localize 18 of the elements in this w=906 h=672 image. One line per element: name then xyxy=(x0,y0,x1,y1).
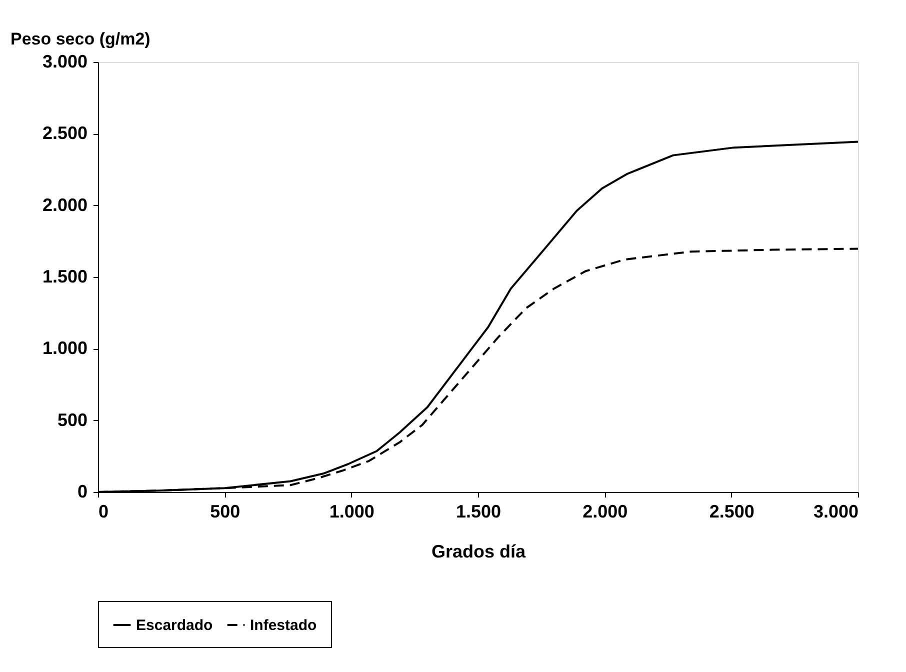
legend-label: Escardado xyxy=(136,617,213,634)
x-tick-label: 1.000 xyxy=(329,502,374,522)
x-tick-label: 500 xyxy=(210,502,240,522)
y-tick-label: 2.500 xyxy=(42,123,88,144)
y-tick-label: 2.000 xyxy=(42,194,88,215)
y-tick-label: 500 xyxy=(57,410,88,430)
x-tick-label: 2.000 xyxy=(582,502,628,522)
y-axis-title: Peso seco (g/m2) xyxy=(10,30,150,48)
y-tick-label: 1.000 xyxy=(42,338,88,358)
x-tick-label: 0 xyxy=(98,502,109,522)
x-tick-label: 3.000 xyxy=(813,502,858,522)
x-tick-label: 2.500 xyxy=(709,502,754,522)
y-tick-label: 1.500 xyxy=(42,266,88,286)
x-tick-label: 1.500 xyxy=(456,502,502,522)
y-tick-label: 0 xyxy=(77,482,88,502)
x-axis-title: Grados día xyxy=(431,542,526,562)
y-tick-label: 3.000 xyxy=(42,52,88,72)
legend-label: Infestado xyxy=(250,617,317,634)
